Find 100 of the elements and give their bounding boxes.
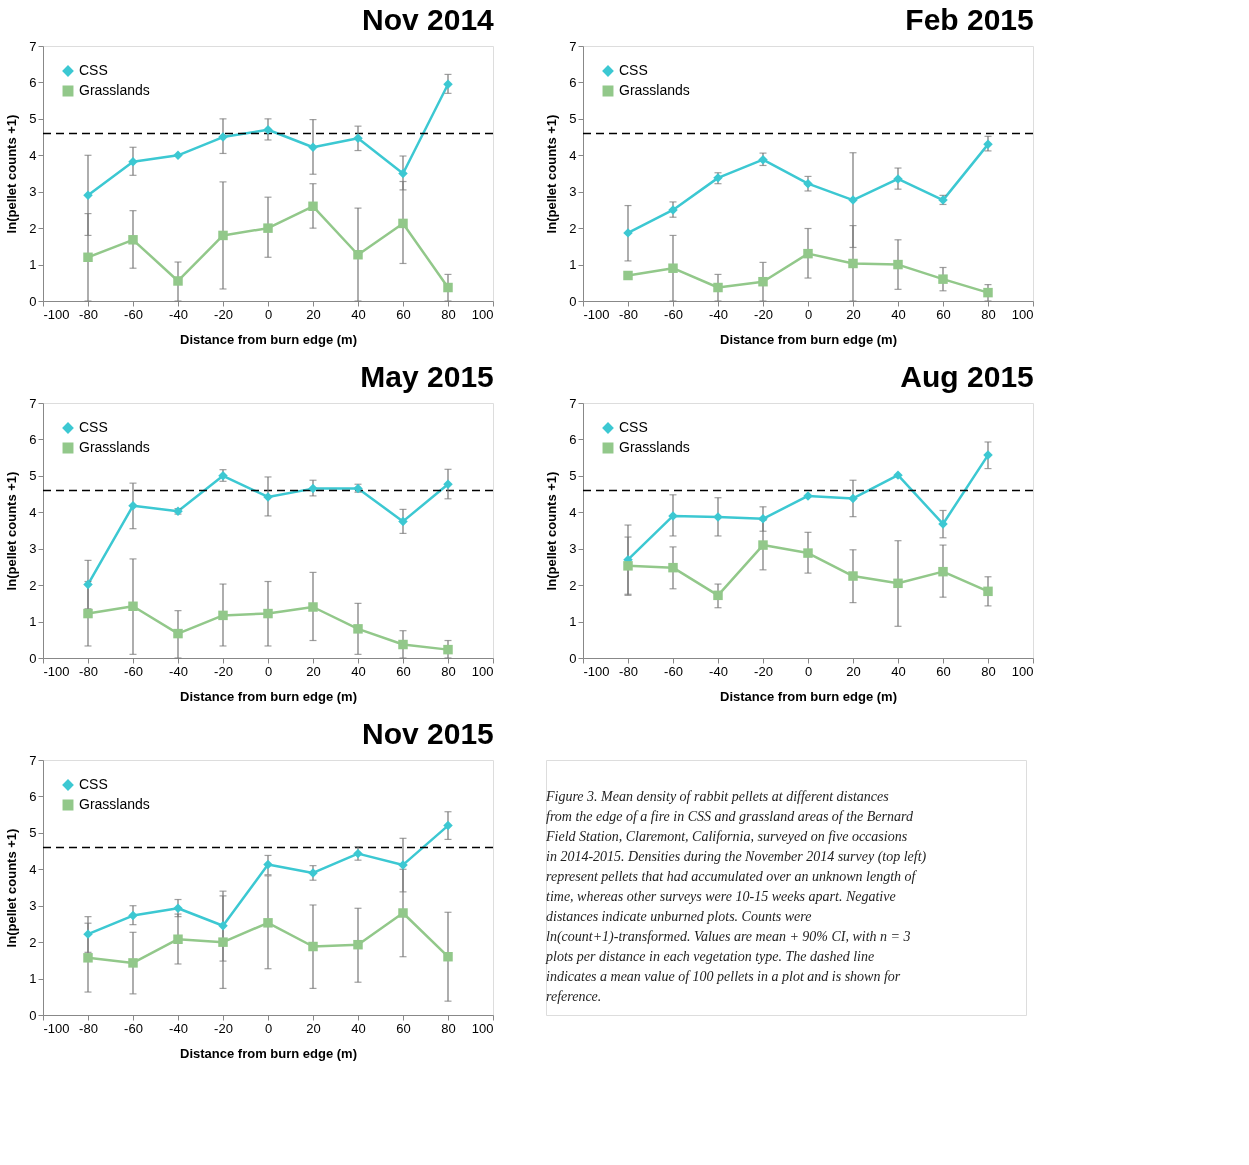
point (83, 190, 93, 201)
x-tick-label: -40 (709, 663, 728, 679)
x-tick-label: -60 (124, 306, 143, 322)
y-tick-label: 4 (569, 147, 577, 163)
x-tick-label: 0 (264, 663, 273, 679)
x-tick-label: -20 (214, 1020, 233, 1036)
y-tick-label: 7 (569, 395, 577, 411)
point (758, 514, 768, 524)
legend-label: Grasslands (79, 439, 150, 455)
y-tick-label: 7 (29, 395, 37, 411)
point (128, 958, 138, 968)
y-tick-label: 3 (29, 184, 37, 200)
point (713, 282, 723, 293)
y-tick-label: 0 (569, 293, 577, 309)
y-tick-label: 4 (29, 147, 37, 163)
y-tick-label: 3 (29, 541, 37, 557)
x-tick-label: -100 (583, 663, 610, 679)
y-tick-label: 5 (29, 825, 37, 841)
point (443, 951, 453, 962)
point (893, 578, 903, 589)
point (938, 274, 948, 284)
x-tick-label: -100 (43, 1020, 70, 1036)
point (398, 860, 408, 870)
point (983, 139, 993, 150)
point (398, 516, 408, 527)
point (83, 608, 93, 619)
chart-title: Nov 2014 (362, 3, 495, 36)
y-tick-label: 1 (569, 614, 577, 630)
point (83, 252, 93, 263)
point (803, 548, 813, 558)
x-tick-label: 20 (306, 1020, 321, 1036)
point (263, 608, 273, 619)
point (353, 249, 363, 260)
point (398, 218, 408, 229)
x-tick-label: -80 (619, 306, 638, 322)
legend-label: Grasslands (79, 796, 150, 812)
point (128, 235, 138, 245)
x-tick-label: 100 (471, 1020, 494, 1036)
legend-label: CSS (79, 62, 108, 78)
point (938, 566, 948, 577)
y-axis-title: ln(pellet counts +1) (544, 114, 560, 234)
y-tick-label: 3 (569, 541, 577, 557)
y-tick-label: 5 (29, 468, 37, 484)
point (398, 908, 408, 918)
x-tick-label: -100 (43, 306, 70, 322)
y-tick-label: 2 (569, 220, 577, 236)
x-tick-label: 40 (891, 306, 906, 322)
x-tick-label: -60 (124, 663, 143, 679)
y-tick-label: 2 (29, 934, 37, 950)
x-tick-label: 60 (396, 306, 411, 322)
point (848, 493, 858, 504)
x-tick-label: 80 (441, 1020, 456, 1036)
y-axis-title: ln(pellet counts +1) (4, 471, 20, 591)
y-tick-label: 5 (29, 111, 37, 127)
point (308, 483, 318, 494)
x-tick-label: 20 (306, 306, 321, 322)
y-axis-title: ln(pellet counts +1) (544, 471, 560, 591)
legend-label: Grasslands (79, 82, 150, 98)
legend-label: Grasslands (619, 82, 690, 98)
y-tick-label: 0 (29, 650, 37, 666)
x-tick-label: 60 (936, 663, 951, 679)
y-tick-label: 0 (29, 293, 37, 309)
x-tick-label: 80 (441, 663, 456, 679)
x-tick-label: 0 (804, 663, 813, 679)
y-tick-label: 1 (569, 257, 577, 273)
x-tick-label: -40 (169, 663, 188, 679)
chart-title: Feb 2015 (905, 3, 1034, 36)
x-tick-label: -80 (619, 663, 638, 679)
x-tick-label: 80 (981, 663, 996, 679)
point (443, 644, 453, 655)
point (983, 287, 993, 298)
x-tick-label: -40 (169, 306, 188, 322)
y-tick-label: 0 (29, 1007, 37, 1023)
point (263, 223, 273, 233)
y-axis-title: ln(pellet counts +1) (4, 828, 20, 948)
x-axis-title: Distance from burn edge (m) (180, 331, 357, 347)
y-axis-title: ln(pellet counts +1) (4, 114, 20, 234)
x-tick-label: -20 (214, 663, 233, 679)
y-tick-label: 2 (29, 577, 37, 593)
point (173, 276, 183, 286)
point (668, 263, 678, 273)
point (623, 561, 633, 571)
point (713, 590, 723, 601)
x-tick-label: 80 (441, 306, 456, 322)
point (353, 624, 363, 634)
y-tick-label: 1 (29, 257, 37, 273)
y-tick-label: 1 (29, 614, 37, 630)
x-tick-label: 20 (846, 306, 861, 322)
point (83, 579, 93, 590)
point (128, 500, 138, 511)
x-tick-label: -60 (124, 1020, 143, 1036)
point (848, 571, 858, 581)
y-tick-label: 6 (29, 74, 37, 90)
y-tick-label: 7 (29, 752, 37, 768)
x-axis-title: Distance from burn edge (m) (180, 688, 357, 704)
y-tick-label: 4 (569, 504, 577, 520)
point (308, 602, 318, 612)
x-tick-label: 100 (471, 663, 494, 679)
legend-label: CSS (79, 776, 108, 792)
point (263, 859, 273, 870)
